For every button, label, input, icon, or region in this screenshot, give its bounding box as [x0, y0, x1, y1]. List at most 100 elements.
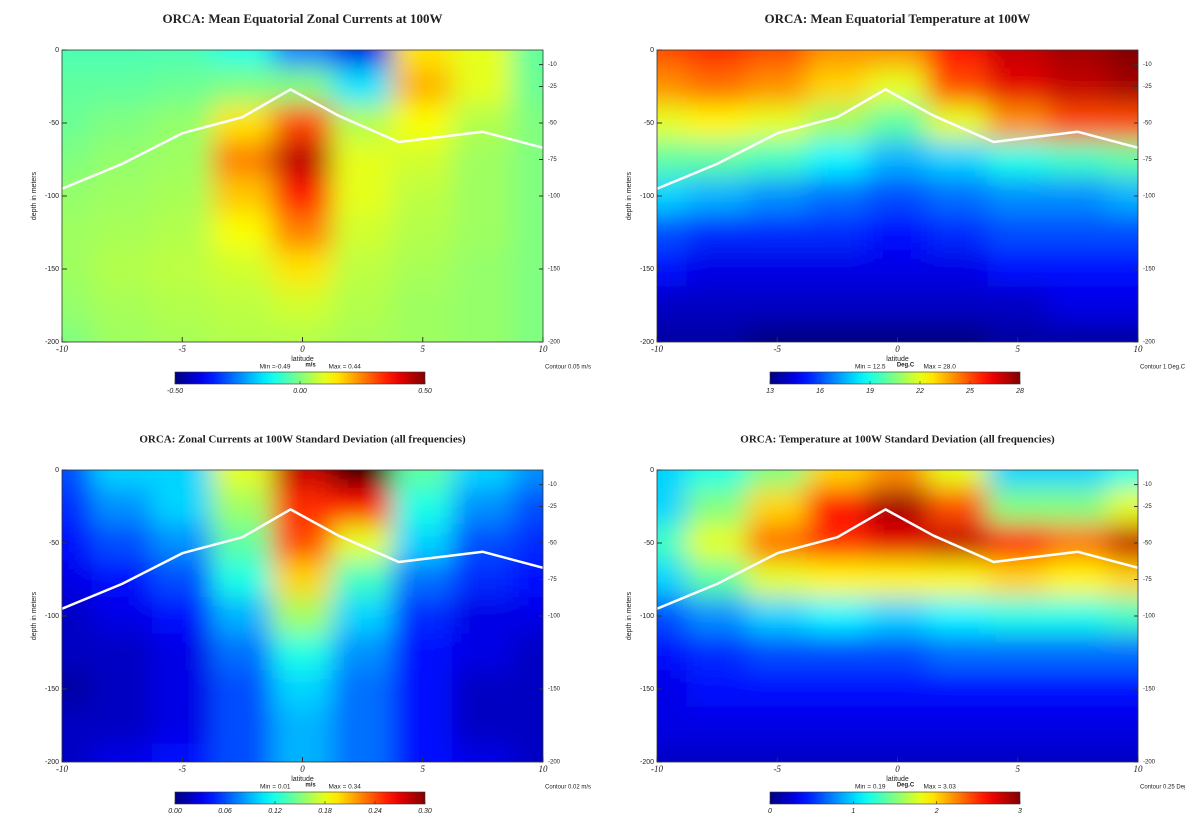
heat-cell [452, 323, 514, 342]
heat-cell [332, 323, 394, 342]
heat-cell [1047, 743, 1109, 762]
heat-cell [927, 323, 989, 342]
heat-cell [806, 706, 868, 745]
heat-cell [512, 177, 543, 215]
heat-cell [657, 670, 688, 708]
heat-cell [392, 286, 454, 325]
heat-cell [987, 50, 1049, 69]
heat-cell [512, 487, 543, 526]
heat-cell [657, 470, 688, 489]
colorbar-tick-label: 0.24 [368, 808, 382, 815]
heat-cell [686, 250, 748, 288]
heat-cell [512, 67, 543, 106]
y2-tick-label: -75 [1143, 577, 1152, 583]
heat-cell [62, 524, 93, 562]
heat-cell [392, 560, 454, 599]
contour-label: Contour 0.02 m/s [545, 785, 591, 791]
heat-cell [512, 323, 543, 342]
heat-cell [746, 177, 808, 215]
heat-cell [987, 743, 1049, 762]
y2-tick-label: -75 [548, 577, 557, 583]
heat-cell [271, 743, 334, 762]
heat-cell [657, 524, 688, 562]
heat-cell [746, 140, 808, 179]
heat-cell [1107, 597, 1138, 635]
heat-cell [512, 104, 543, 142]
heat-cell [271, 524, 334, 562]
heat-cell [1047, 177, 1109, 215]
heat-cell [746, 213, 808, 252]
heat-cell [271, 560, 334, 599]
heat-cell [746, 50, 808, 69]
heat-cell [151, 743, 213, 762]
heat-cell [151, 633, 213, 672]
heat-cell [746, 560, 808, 599]
heat-cell [512, 597, 543, 635]
heat-cell [657, 743, 688, 762]
heat-cell [927, 670, 989, 708]
colorbar-tick-label: 2 [934, 808, 939, 815]
y-tick-label: -150 [45, 686, 59, 693]
heat-cell [1107, 524, 1138, 562]
heat-cell [866, 743, 929, 762]
heat-cell [271, 140, 334, 179]
heat-cell [746, 633, 808, 672]
heat-cell [332, 286, 394, 325]
heat-cell [1047, 487, 1109, 526]
x-tick-label: 10 [1134, 344, 1144, 354]
y2-tick-label: -10 [1143, 482, 1152, 488]
heat-cell [151, 323, 213, 342]
max-label: Max = 0.44 [329, 364, 362, 371]
heat-cell [987, 706, 1049, 745]
heat-cell [151, 597, 213, 635]
heat-cell [62, 743, 93, 762]
heat-cell [866, 177, 929, 215]
heat-cell [151, 560, 213, 599]
colorbar-tick-label: 0.00 [293, 388, 307, 395]
heat-cell [806, 743, 868, 762]
heat-cell [211, 50, 273, 69]
heat-cell [452, 633, 514, 672]
heat-cell [62, 487, 93, 526]
heat-cell [806, 250, 868, 288]
heat-cell [686, 743, 748, 762]
field-cells [62, 470, 543, 762]
heat-cell [211, 706, 273, 745]
heat-cell [271, 470, 334, 489]
y2-tick-label: -150 [1143, 267, 1156, 273]
x-axis-label: latitude [886, 356, 909, 363]
heat-cell [987, 213, 1049, 252]
heat-cell [866, 213, 929, 252]
colorbar-tick-label: 0.30 [418, 808, 432, 815]
max-label: Max = 0.34 [329, 784, 362, 791]
heat-cell [746, 487, 808, 526]
y-tick-label: -50 [644, 540, 654, 547]
heat-cell [987, 140, 1049, 179]
colorbar-tick-label: 0.18 [318, 808, 332, 815]
heat-cell [806, 487, 868, 526]
heat-cell [657, 633, 688, 672]
x-tick-label: -5 [179, 764, 187, 774]
y-tick-label: 0 [650, 47, 654, 54]
heat-cell [806, 286, 868, 325]
heat-cell [686, 524, 748, 562]
heat-cell [211, 670, 273, 708]
heat-cell [332, 470, 394, 489]
heat-cell [271, 706, 334, 745]
heat-cell [746, 670, 808, 708]
y2-tick-label: -150 [1143, 687, 1156, 693]
heat-cell [512, 743, 543, 762]
heat-cell [746, 706, 808, 745]
colorbar-tick-label: 19 [866, 388, 874, 395]
y2-tick-label: -200 [548, 760, 561, 766]
heat-cell [271, 67, 334, 106]
y-tick-label: -150 [640, 266, 654, 273]
y-tick-label: 0 [55, 47, 59, 54]
heat-cell [151, 706, 213, 745]
heat-cell [151, 670, 213, 708]
heat-cell [927, 213, 989, 252]
heat-cell [746, 524, 808, 562]
y2-tick-label: -25 [548, 504, 557, 510]
heat-cell [91, 177, 153, 215]
y2-tick-label: -150 [548, 687, 561, 693]
